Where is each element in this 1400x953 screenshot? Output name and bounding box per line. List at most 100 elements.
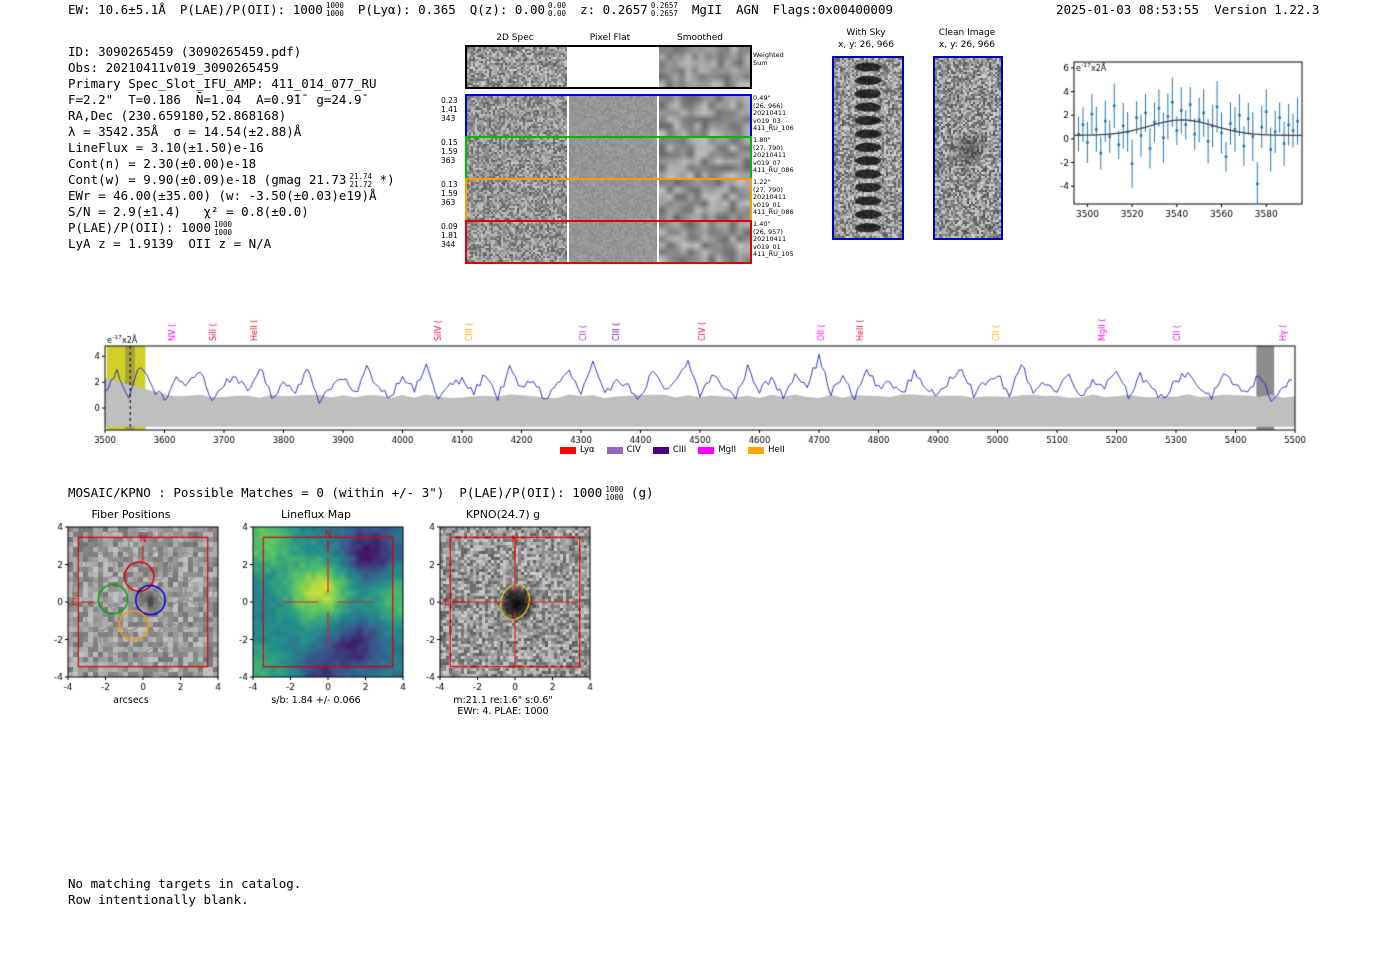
- kpno-image: [408, 523, 598, 695]
- lineflux-map-xlabel: s/b: 1.84 +/- 0.066: [271, 695, 361, 706]
- col-header-2d-spec: 2D Spec: [496, 33, 534, 43]
- mosaic-plae-fraction: 1000 1000: [605, 485, 624, 502]
- heii-swatch: [748, 446, 765, 454]
- fiber-row-1-2d-spec-image: [467, 96, 567, 136]
- kpno-xlabel2: EWr: 4. PLAE: 1000: [457, 706, 549, 717]
- header-agn-flag: AGN: [736, 2, 759, 17]
- info-lineflux: LineFlux = 3.10(±1.50)e-16: [68, 140, 264, 155]
- clean-image: [933, 56, 1003, 240]
- with-sky-image: [832, 56, 904, 240]
- weighted-2d-spec-image: [467, 47, 567, 87]
- line-fit-zoom-plot: [1040, 48, 1310, 228]
- info-ewr: EWr = 46.00(±35.00) (w: -3.50(±0.03)e19)…: [68, 188, 377, 203]
- header-qz: Q(z): 0.00 0.00 0.00: [469, 1, 567, 18]
- fiber-row-1-meta: 0.49" (26, 966) 20210411 v019_03 411_RU_106: [753, 94, 794, 133]
- fiber-row-1-smoothed-image: [659, 96, 750, 136]
- catalog-footer: No matching targets in catalog. Row inte…: [68, 876, 301, 908]
- info-cont-w: Cont(w) = 9.90(±0.09)e-18 (gmag 21.73 21.…: [68, 172, 395, 189]
- fiber-row-4-smoothed-image: [659, 222, 750, 262]
- weighted-sum-label: Weighted Sum: [753, 51, 784, 67]
- weighted-sum-row: [465, 45, 752, 89]
- info-id: ID: 3090265459 (3090265459.pdf): [68, 44, 302, 59]
- fiber-row-4-pixel-flat-image: [569, 222, 657, 262]
- with-sky-title: With Sky: [846, 28, 886, 38]
- spectrum-legend: Lyα CIV CIII MgII HeII: [560, 445, 785, 455]
- footer-line-1: No matching targets in catalog.: [68, 876, 302, 891]
- header-meta: 2025-01-03 08:53:55 Version 1.22.3: [1056, 2, 1319, 18]
- fiber-row-3-smoothed-image: [659, 180, 750, 220]
- legend-heii: HeII: [748, 445, 785, 455]
- fiber-row-3-2d-spec-image: [467, 180, 567, 220]
- info-obs: Obs: 20210411v019_3090265459: [68, 60, 279, 75]
- fiber-positions-title: Fiber Positions: [91, 508, 171, 521]
- col-header-pixel-flat: Pixel Flat: [589, 33, 631, 43]
- fiber-row-2: [465, 136, 752, 180]
- info-lya-z: LyA z = 1.9139 OII z = N/A: [68, 236, 272, 251]
- report-timestamp: 2025-01-03 08:53:55: [1056, 2, 1199, 17]
- clean-image-title: Clean Image: [938, 28, 996, 38]
- clean-image-coords: x, y: 26, 966: [939, 40, 995, 50]
- info-radec: RA,Dec (230.659180,52.868168): [68, 108, 287, 123]
- info-plae: P(LAE)/P(OII): 1000 1000 1000: [68, 220, 233, 237]
- kpno-cutout-panel: KPNO(24.7) g m:21.1 re:1.6" s:0.6" EWr: …: [408, 508, 608, 717]
- fiber-row-4-meta: 1.40" (26, 957) 20210411 v019_01 411_RU_105: [753, 220, 794, 259]
- fiber-positions-panel: Fiber Positions arcsecs: [36, 508, 236, 706]
- qz-fraction: 0.00 0.00: [548, 1, 567, 18]
- gmag-fraction: 21.74 21.72: [349, 172, 373, 189]
- fiber-row-1-pixel-flat-image: [569, 96, 657, 136]
- fiber-row-3: [465, 178, 752, 222]
- fiber-row-3-stats: 0.13 1.59 363: [441, 180, 458, 207]
- legend-lya: Lyα: [560, 445, 595, 455]
- info-seeing: F=2.2" T=0.186 N̄=1.04 A=0.9̄1̄ g=24.9̄: [68, 92, 362, 107]
- weighted-smoothed-image: [659, 47, 750, 87]
- info-wavelength: λ = 3542.35Å σ = 14.54(±2.88)Å: [68, 124, 302, 139]
- kpno-xlabel: m:21.1 re:1.6" s:0.6": [453, 695, 553, 706]
- with-sky-coords: x, y: 26, 966: [838, 40, 894, 50]
- info-sn-chi2: S/N = 2.9(±1.4) χ² = 0.8(±0.0): [68, 204, 309, 219]
- legend-civ: CIV: [606, 445, 641, 455]
- legend-ciii: CIII: [652, 445, 686, 455]
- header-flags: Flags:0x00400009: [772, 2, 894, 17]
- header-plya: P(Lyα): 0.365: [357, 2, 456, 17]
- z-fraction: 0.2657 0.2657: [650, 1, 678, 18]
- lineflux-map-image: [221, 523, 411, 695]
- detection-info-block: ID: 3090265459 (3090265459.pdf) Obs: 202…: [68, 44, 395, 252]
- header-classification: MgII: [691, 2, 723, 17]
- fiber-row-1: [465, 94, 752, 138]
- col-header-smoothed: Smoothed: [677, 33, 723, 43]
- lineflux-map-title: Lineflux Map: [280, 508, 352, 521]
- header-stats: EW: 10.6±5.1Å P(LAE)/P(OII): 1000 1000 100…: [68, 2, 907, 17]
- plae-fraction: 1000 1000: [325, 1, 344, 18]
- weighted-pixel-flat-blank: [569, 47, 657, 87]
- full-spectrum-plot: [60, 300, 1340, 443]
- header-plae: P(LAE)/P(OII): 1000 1000 1000: [179, 1, 344, 18]
- ciii-swatch: [652, 446, 669, 454]
- report-version: Version 1.22.3: [1214, 2, 1320, 17]
- info-plae-fraction: 1000 1000: [214, 220, 233, 237]
- fiber-row-2-2d-spec-image: [467, 138, 567, 178]
- civ-swatch: [606, 446, 623, 454]
- legend-mgii: MgII: [698, 445, 736, 455]
- fiber-row-4: [465, 220, 752, 264]
- fiber-row-3-meta: 1.22" (27, 790) 20210411 v019_01 411_RU_086: [753, 178, 794, 217]
- info-primary-amp: Primary Spec_Slot_IFU_AMP: 411_014_077_R…: [68, 76, 377, 91]
- lineflux-map-panel: Lineflux Map s/b: 1.84 +/- 0.066: [221, 508, 421, 706]
- fiber-row-1-stats: 0.23 1.41 343: [441, 96, 458, 123]
- footer-line-2: Row intentionally blank.: [68, 892, 249, 907]
- fiber-row-4-stats: 0.09 1.81 344: [441, 222, 458, 249]
- fiber-row-4-2d-spec-image: [467, 222, 567, 262]
- kpno-title: KPNO(24.7) g: [465, 508, 541, 521]
- fiber-positions-image: [36, 523, 226, 695]
- lya-swatch: [560, 446, 576, 454]
- fiber-row-2-smoothed-image: [659, 138, 750, 178]
- fiber-row-2-pixel-flat-image: [569, 138, 657, 178]
- mosaic-match-line: MOSAIC/KPNO : Possible Matches = 0 (with…: [68, 485, 654, 502]
- header-z: z: 0.2657 0.2657 0.2657: [580, 1, 678, 18]
- mgii-swatch: [698, 446, 715, 454]
- header-ew: EW: 10.6±5.1Å: [68, 2, 166, 17]
- fiber-positions-xlabel: arcsecs: [113, 695, 149, 706]
- fiber-row-2-meta: 1.80" (27, 790) 20210411 v019_07 411_RU_086: [753, 136, 794, 175]
- fiber-row-3-pixel-flat-image: [569, 180, 657, 220]
- fiber-row-2-stats: 0.15 1.59 363: [441, 138, 458, 165]
